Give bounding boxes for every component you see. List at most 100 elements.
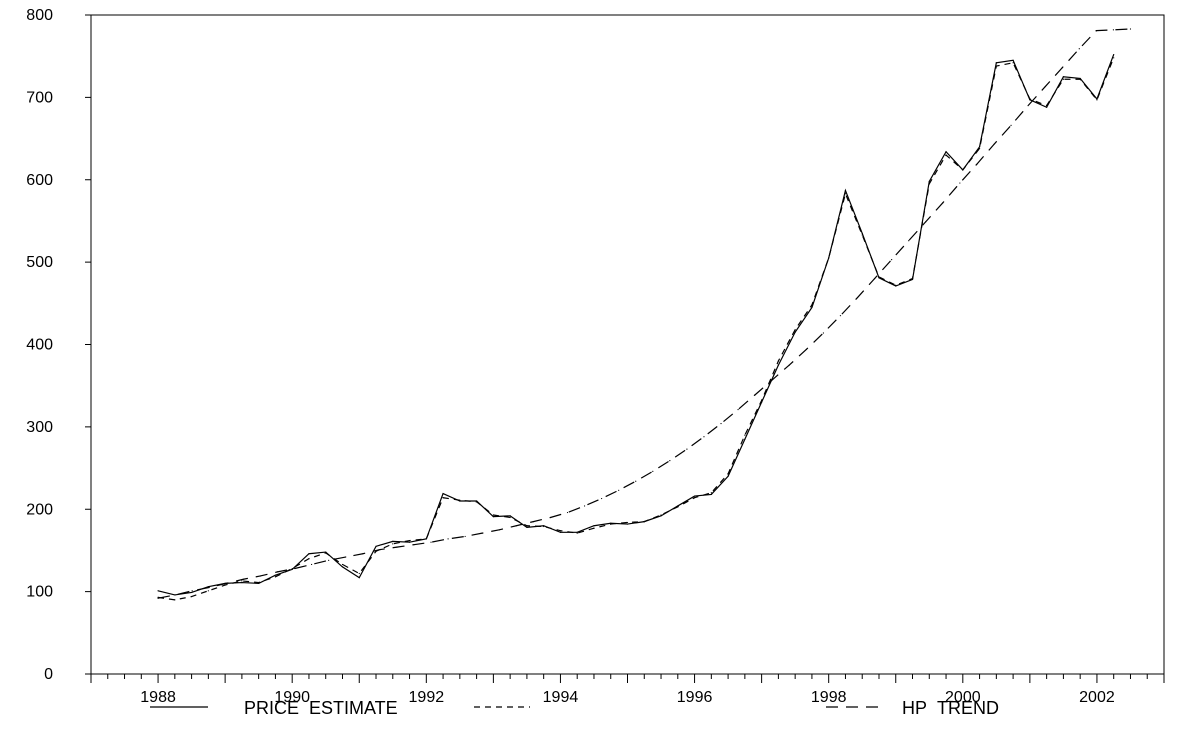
data-point [945,151,947,153]
data-point [559,530,562,532]
data-point [1061,67,1063,69]
data-point [241,581,243,584]
data-point [959,182,961,184]
data-point [379,549,381,551]
data-point [844,193,847,195]
data-point [259,575,262,577]
data-point [311,563,313,566]
data-point [425,538,427,540]
data-point [549,516,552,519]
data-point [976,163,978,165]
y-tick-label: 700 [26,89,53,106]
data-point [358,577,360,579]
data-point [962,169,964,171]
data-point [1112,29,1115,31]
data-point [242,578,244,580]
data-point [928,183,930,185]
data-point [828,257,830,259]
data-point [408,539,411,542]
y-tick-label: 0 [44,666,53,683]
data-point [559,531,562,533]
data-point [805,348,807,351]
y-axis: 0 100 200 300 400 500 600 700 800 [26,7,91,683]
data-point [844,189,847,192]
data-point [908,240,910,242]
data-point [686,448,688,450]
data-point [293,567,296,570]
data-point [492,514,494,516]
data-point [788,364,790,366]
series-layer [157,28,1132,601]
data-point [358,572,360,575]
data-point [771,379,773,381]
data-point [754,394,756,396]
data-point [895,285,897,287]
data-point [341,563,344,566]
data-point [476,501,478,503]
data-point [652,470,654,472]
legend-entry: HP TREND [826,698,999,718]
y-tick-label: 200 [26,501,53,518]
x-tick-label: 1990 [274,689,310,706]
data-point [190,595,193,598]
data-point [856,296,859,299]
data-point [873,278,876,280]
data-point [1029,98,1031,100]
data-point [274,574,277,576]
data-point [861,234,863,236]
data-point [1096,98,1098,100]
data-point [995,62,997,64]
data-point [777,364,779,366]
data-point [1062,78,1065,80]
data-point [643,521,645,523]
data-point [839,315,842,317]
data-point [727,473,729,475]
data-point [794,329,796,331]
y-tick-label: 400 [26,337,53,354]
data-point [626,521,629,524]
data-point [291,567,293,570]
data-point [325,552,327,554]
series-unlabeled-1 [157,57,1115,601]
data-point [174,594,176,596]
data-point [430,541,432,543]
data-point [481,532,483,534]
legend: PRICE ESTIMATE HP TREND [150,698,999,718]
data-point [543,525,545,528]
plot-frame [90,14,1165,675]
data-point [861,232,863,234]
data-point [509,516,511,519]
data-point [583,505,586,507]
x-axis: 1988 1990 1992 1994 1996 1998 2000 2002 [90,674,1165,706]
data-point [660,514,662,516]
data-point [509,515,511,517]
data-point [794,331,796,333]
y-tick-label: 600 [26,172,53,189]
data-point [878,276,880,278]
legend-label: PRICE ESTIMATE [244,698,398,718]
data-point [710,492,712,494]
data-point [308,558,310,560]
data-point [492,516,494,518]
data-point [744,434,746,436]
data-point [610,523,612,525]
series-line [157,54,1115,596]
data-point [703,436,705,438]
data-point [1129,28,1132,30]
data-point [576,532,578,534]
data-point [811,304,813,306]
data-point [274,576,277,578]
x-tick-label: 1992 [409,689,445,706]
data-point [241,580,243,582]
data-point [727,475,729,477]
data-point [532,521,534,523]
data-point [978,147,981,150]
data-point [1046,106,1048,108]
data-point [498,529,500,531]
data-point [224,584,226,586]
data-point [1078,48,1080,50]
data-point [942,202,944,204]
data-point [190,591,193,594]
data-point [1044,86,1046,88]
